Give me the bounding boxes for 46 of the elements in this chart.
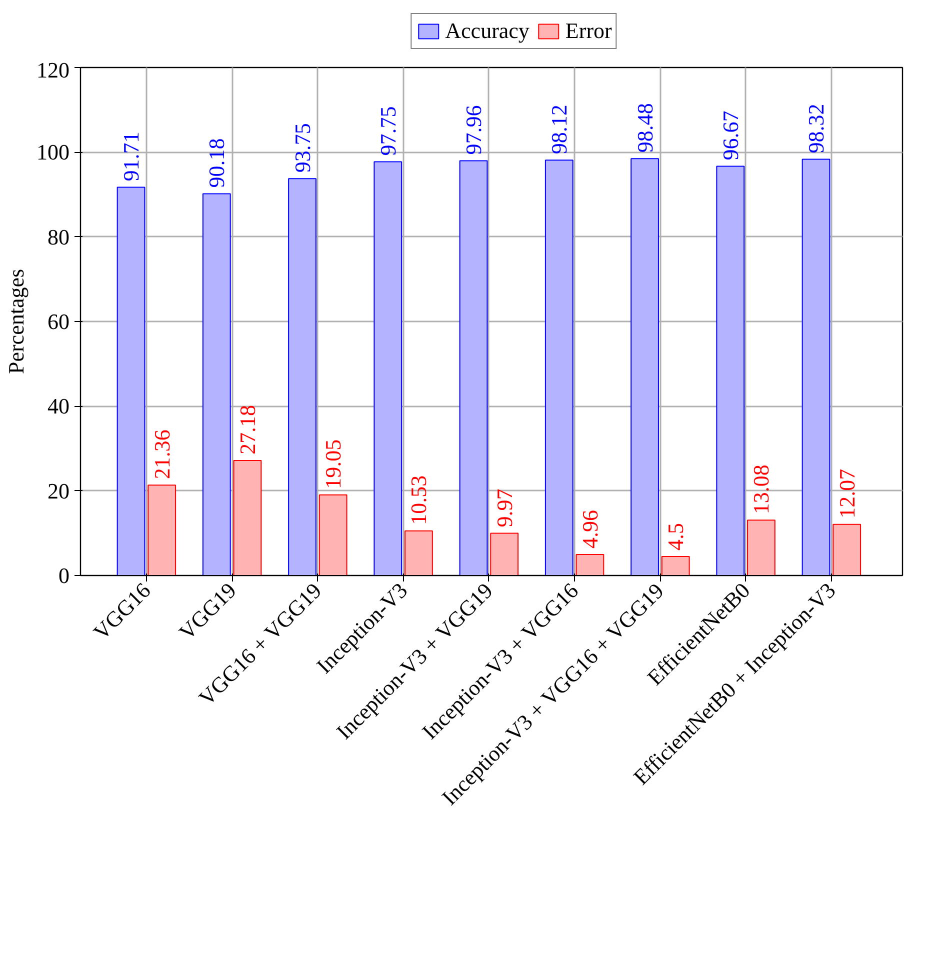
- y-tick-label: 80: [48, 224, 70, 250]
- data-label: 90.18: [204, 138, 230, 188]
- bar: [630, 158, 659, 576]
- bar: [661, 556, 690, 576]
- bar: [288, 178, 316, 576]
- bar: [116, 186, 146, 576]
- data-label: 98.12: [546, 104, 572, 154]
- bar: [148, 484, 176, 576]
- bar: [802, 158, 830, 576]
- bar: [374, 161, 402, 576]
- legend-label: Accuracy: [445, 18, 530, 44]
- bar: [318, 494, 348, 576]
- data-label: 21.36: [149, 430, 174, 480]
- bar: [202, 193, 231, 576]
- data-label: 19.05: [320, 439, 346, 489]
- data-label: 98.32: [804, 104, 829, 154]
- y-tick-label: 100: [36, 140, 70, 165]
- bar: [747, 520, 776, 576]
- bar: [832, 524, 862, 576]
- bar: [233, 460, 262, 576]
- bar: [716, 166, 745, 576]
- data-label: 93.75: [290, 123, 315, 173]
- legend-label: Error: [565, 18, 612, 44]
- y-tick-label: 60: [48, 309, 70, 334]
- bar: [404, 530, 433, 576]
- data-label: 27.18: [234, 404, 260, 454]
- y-tick-label: 40: [48, 394, 70, 419]
- bar: [490, 532, 519, 576]
- y-axis-title: Percentages: [4, 268, 28, 374]
- bar: [576, 554, 604, 576]
- y-tick-label: 0: [58, 563, 70, 588]
- data-label: 4.5: [663, 522, 688, 550]
- data-label: 10.53: [406, 475, 432, 525]
- data-label: 91.71: [118, 132, 144, 182]
- y-tick-label: 120: [36, 58, 70, 82]
- data-label: 12.07: [834, 468, 860, 518]
- data-label: 97.75: [375, 106, 400, 156]
- data-label: 97.96: [461, 105, 486, 155]
- data-label: 9.97: [492, 488, 517, 528]
- data-label: 13.08: [748, 464, 774, 514]
- data-label: 4.96: [577, 510, 602, 549]
- data-label: 96.67: [718, 110, 743, 160]
- bar: [459, 160, 488, 576]
- data-label: 98.48: [632, 103, 658, 153]
- y-tick-label: 20: [48, 478, 70, 504]
- bar: [544, 160, 574, 576]
